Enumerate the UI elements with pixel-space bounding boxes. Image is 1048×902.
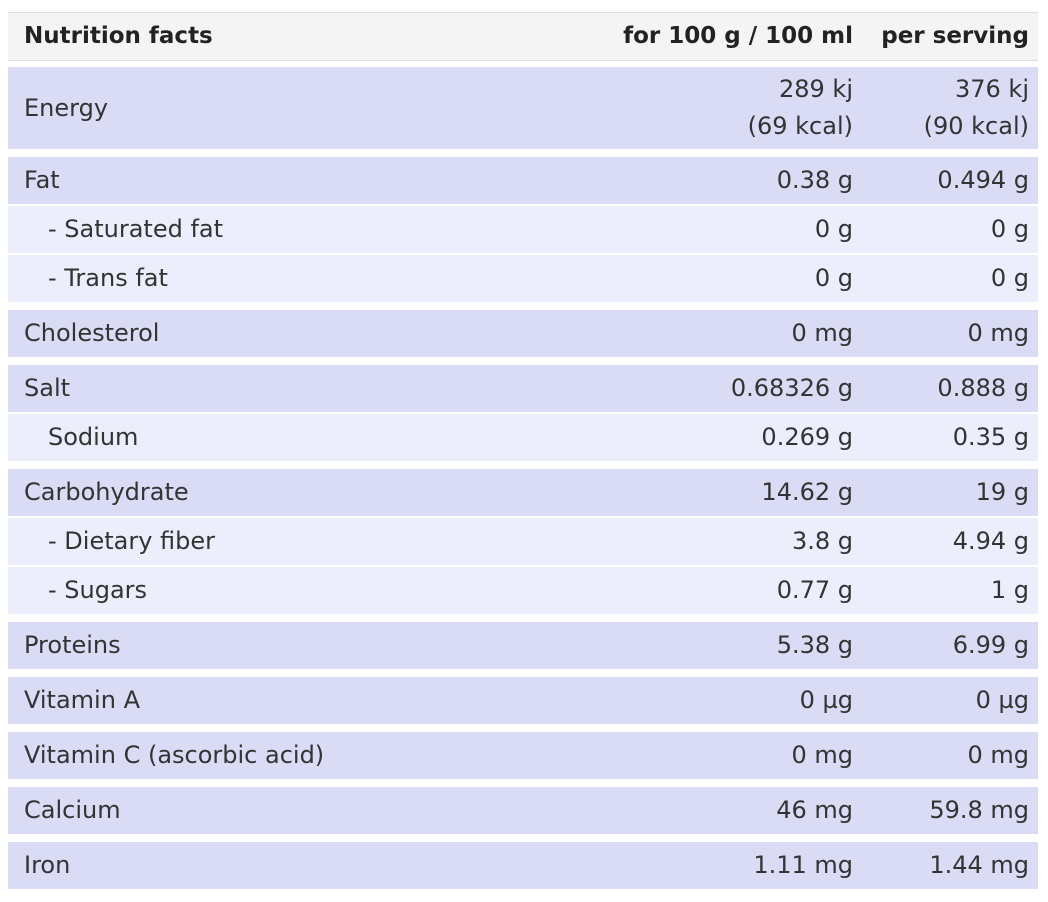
per-100-value: 3.8 g [791,527,853,555]
nutrient-label: Sodium [48,423,139,451]
header-per-serving: per serving [881,23,1029,49]
nutrient-row: Fat 0.38 g 0.494 g [8,157,1038,204]
per-serving-value: 0 g [990,215,1029,243]
per-serving-value: 0.35 g [952,423,1029,451]
sub-nutrient-row: - Dietary fiber 3.8 g 4.94 g [8,518,1038,565]
sub-nutrient-row: - Sugars 0.77 g 1 g [8,567,1038,614]
header-label: Nutrition facts [24,23,213,49]
nutrient-label: Carbohydrate [24,478,189,506]
per-serving-value: 1 g [990,576,1029,604]
nutrient-row: Vitamin C (ascorbic acid) 0 mg 0 mg [8,732,1038,779]
per-serving-value: 1.44 mg [929,851,1029,879]
per-serving-value: 0.888 g [937,374,1029,402]
nutrient-row: Carbohydrate 14.62 g 19 g [8,469,1038,516]
nutrient-row: Salt 0.68326 g 0.888 g [8,365,1038,412]
nutrient-label: Salt [24,374,71,402]
per-100-value: 0.68326 g [730,374,853,402]
per-100-value-line: 289 kj [778,75,853,103]
nutrient-label: Iron [24,851,71,879]
per-100-value: 0 g [814,264,853,292]
per-100-value: 14.62 g [761,478,853,506]
nutrient-label: Energy [24,93,109,122]
nutrient-label: Vitamin C (ascorbic acid) [24,741,325,769]
per-serving-value: 0 g [990,264,1029,292]
per-100-value: 0 g [814,215,853,243]
per-serving-value-line: (90 kcal) [923,112,1029,140]
nutrient-label: Proteins [24,631,121,659]
sub-nutrient-row: - Trans fat 0 g 0 g [8,255,1038,302]
per-serving-value: 376 kj (90 kcal) [924,67,1029,149]
per-100-value: 0.77 g [776,576,853,604]
nutrient-label: - Saturated fat [48,215,224,243]
nutrient-label: Fat [24,166,60,194]
nutrient-label: - Trans fat [48,264,168,292]
header-per-100: for 100 g / 100 ml [623,23,853,49]
nutrient-row: Vitamin A 0 µg 0 µg [8,677,1038,724]
per-serving-value-line: 376 kj [954,75,1029,103]
nutrient-label: Calcium [24,796,121,824]
per-100-value: 46 mg [776,796,853,824]
per-100-value: 1.11 mg [753,851,853,879]
per-100-value-line: (69 kcal) [747,112,853,140]
nutrient-label: Vitamin A [24,686,140,714]
sub-nutrient-row: Sodium 0.269 g 0.35 g [8,414,1038,461]
per-serving-value: 4.94 g [952,527,1029,555]
per-100-value: 0 µg [799,686,853,714]
nutrient-row: Proteins 5.38 g 6.99 g [8,622,1038,669]
nutrient-label: Cholesterol [24,319,160,347]
nutrient-row: Calcium 46 mg 59.8 mg [8,787,1038,834]
header-row: Nutrition facts for 100 g / 100 ml per s… [8,12,1038,61]
per-100-value: 0.38 g [776,166,853,194]
per-100-value: 0.269 g [761,423,853,451]
nutrient-row: Cholesterol 0 mg 0 mg [8,310,1038,357]
per-serving-value: 6.99 g [952,631,1029,659]
per-serving-value: 19 g [975,478,1029,506]
per-serving-value: 59.8 mg [929,796,1029,824]
per-100-value: 0 mg [791,741,853,769]
per-100-value: 0 mg [791,319,853,347]
per-serving-value: 0 mg [967,319,1029,347]
per-100-value: 5.38 g [776,631,853,659]
nutrient-label: - Sugars [48,576,148,604]
per-serving-value: 0.494 g [937,166,1029,194]
per-100-value: 289 kj (69 kcal) [748,67,853,149]
nutrient-label: - Dietary fiber [48,527,216,555]
sub-nutrient-row: - Saturated fat 0 g 0 g [8,206,1038,253]
per-serving-value: 0 µg [975,686,1029,714]
nutrient-row: Iron 1.11 mg 1.44 mg [8,842,1038,889]
per-serving-value: 0 mg [967,741,1029,769]
nutrient-row: Energy 289 kj (69 kcal) 376 kj (90 kcal) [8,67,1038,149]
